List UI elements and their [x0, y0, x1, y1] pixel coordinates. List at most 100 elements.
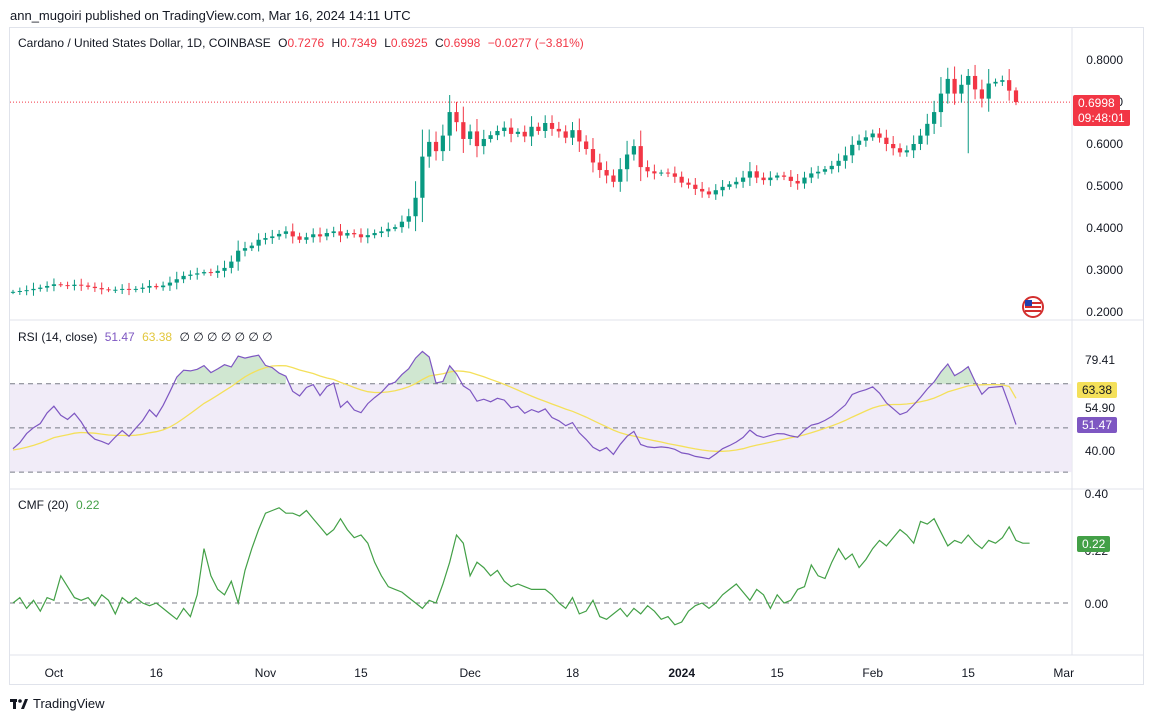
time-tick-label: Dec	[459, 666, 480, 680]
price-candle	[372, 233, 377, 236]
rsi-ma-line	[12, 364, 1017, 452]
price-candle	[843, 155, 848, 161]
price-candle	[181, 275, 186, 280]
cmf-legend: CMF (20) 0.22	[18, 498, 103, 512]
price-candle	[788, 176, 793, 181]
chart-frame	[9, 27, 1144, 685]
price-candle	[17, 291, 22, 292]
price-candle	[652, 171, 657, 174]
price-candle	[65, 285, 70, 287]
brand-name: TradingView	[33, 696, 105, 711]
price-candle	[686, 182, 691, 185]
time-tick-label: 18	[566, 666, 580, 680]
countdown-tag: 09:48:01	[1073, 110, 1130, 126]
price-candle	[79, 284, 84, 286]
price-candle	[440, 135, 445, 152]
price-candle	[106, 289, 111, 291]
price-candle	[932, 112, 937, 124]
price-candle	[311, 234, 316, 238]
price-candle	[727, 184, 732, 187]
price-candle	[304, 237, 309, 240]
price-candle	[270, 236, 275, 239]
cmf-tick-label: 0.00	[1085, 597, 1109, 611]
price-candle	[58, 284, 63, 286]
price-candle	[113, 289, 118, 291]
price-candle	[822, 169, 828, 172]
price-candle	[45, 285, 50, 288]
time-tick-label: Oct	[45, 666, 64, 680]
price-candle	[624, 154, 630, 170]
price-candle	[392, 227, 398, 229]
price-tick-label: 0.2000	[1086, 305, 1123, 319]
price-candle	[925, 123, 930, 136]
price-candle	[877, 133, 882, 138]
rsi-title: RSI (14, close)	[18, 330, 98, 344]
price-candle	[276, 233, 282, 237]
price-candle	[508, 127, 514, 134]
price-candle	[126, 288, 132, 290]
price-candle	[693, 184, 698, 189]
price-candle	[324, 233, 329, 237]
close-value: 0.6998	[443, 36, 481, 50]
rsi-tick-label: 79.41	[1085, 353, 1115, 367]
price-candle	[754, 171, 759, 178]
price-candle	[92, 286, 97, 289]
price-candle	[242, 248, 248, 251]
high-value: 0.7349	[340, 36, 377, 50]
price-candle	[154, 285, 159, 288]
price-candle	[638, 146, 643, 168]
cmf-line	[12, 507, 1030, 626]
price-candle	[72, 284, 77, 286]
rsi-ma-legend-value: 63.38	[142, 330, 173, 344]
price-candle	[604, 170, 609, 176]
price-tick-label: 0.8000	[1086, 53, 1123, 67]
price-candle	[734, 181, 739, 185]
price-candle	[631, 146, 637, 155]
rsi-tag: 51.47	[1077, 417, 1118, 433]
price-candle	[283, 231, 289, 234]
price-candle	[549, 123, 555, 129]
price-candle	[959, 84, 964, 94]
price-candle	[502, 127, 507, 131]
rsi-ma-tag: 63.38	[1077, 382, 1118, 398]
price-candle	[768, 177, 773, 181]
price-candle	[870, 133, 875, 138]
price-candle	[1007, 80, 1012, 91]
price-candle	[236, 250, 241, 262]
price-candle	[747, 171, 753, 178]
price-candle	[222, 267, 227, 271]
time-tick-label: 2024	[668, 666, 695, 680]
open-label: O	[278, 36, 288, 50]
price-candle	[584, 141, 589, 150]
price-candle	[188, 274, 193, 276]
cmf-tag: 0.22	[1077, 536, 1111, 552]
cmf-tick-label: 0.40	[1085, 487, 1109, 501]
price-candle	[720, 186, 725, 191]
price-candle	[427, 141, 432, 157]
price-candle	[904, 150, 909, 153]
price-candle	[379, 231, 384, 234]
price-candle	[10, 291, 16, 293]
rsi-overbought-fill	[934, 364, 976, 384]
price-candle	[174, 279, 179, 283]
price-candle	[672, 173, 677, 177]
low-label: L	[384, 36, 391, 50]
price-candle	[993, 81, 998, 84]
symbol-legend: Cardano / United States Dollar, 1D, COIN…	[18, 36, 588, 50]
high-label: H	[331, 36, 341, 50]
price-candle	[447, 112, 452, 136]
price-candle	[420, 156, 425, 198]
rsi-legend-value: 51.47	[104, 330, 135, 344]
brand[interactable]: TradingView	[10, 696, 105, 711]
price-candle	[160, 285, 166, 288]
price-candle	[454, 112, 459, 123]
price-candle	[659, 172, 664, 174]
price-candle	[1013, 90, 1019, 103]
time-tick-label: 15	[962, 666, 976, 680]
cmf-title: CMF (20)	[18, 498, 69, 512]
rsi-empty-values: ∅ ∅ ∅ ∅ ∅ ∅ ∅	[179, 330, 273, 344]
price-candle	[706, 191, 712, 195]
price-candle	[249, 245, 254, 249]
price-candle	[51, 284, 57, 286]
